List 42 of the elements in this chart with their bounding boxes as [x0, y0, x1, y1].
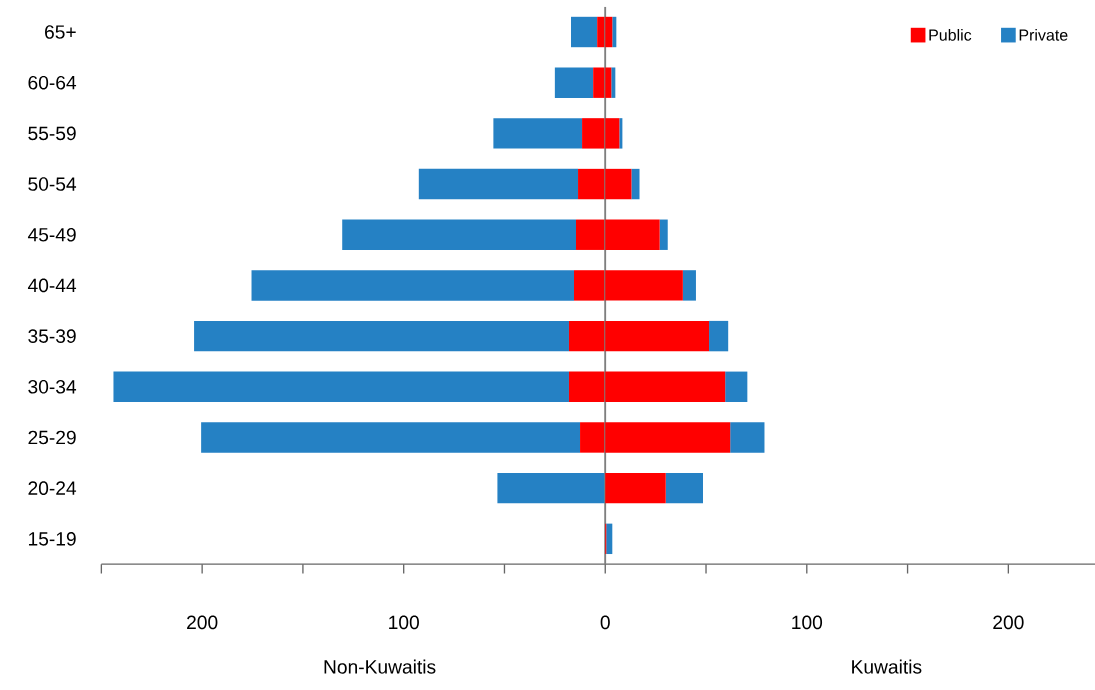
x-tick-label: 100 — [389, 615, 419, 630]
y-tick-label: 25-29 — [28, 430, 76, 445]
y-tick-label: 55-59 — [28, 126, 76, 141]
bar — [659, 219, 668, 251]
bar — [709, 321, 729, 352]
x-tick-label: 0 — [600, 615, 610, 630]
y-tick-label: 65+ — [45, 25, 76, 40]
y-tick-label: 15-19 — [28, 532, 76, 546]
x-tick-label: 200 — [187, 615, 218, 630]
y-tick-label: 60-64 — [28, 76, 77, 90]
bar — [682, 270, 696, 301]
bar — [611, 67, 616, 99]
bar — [730, 422, 765, 453]
x-tick-label: 200 — [993, 615, 1024, 630]
bar — [665, 473, 703, 504]
bar — [605, 473, 666, 504]
bar — [612, 17, 617, 48]
bar — [631, 169, 640, 200]
bar — [194, 321, 569, 352]
y-tick-label: 35-39 — [28, 329, 76, 344]
legend-label: Private — [1019, 29, 1068, 41]
bar — [418, 169, 579, 200]
y-tick-label: 30-34 — [28, 380, 77, 394]
x-tick-label: 100 — [792, 615, 823, 630]
bar — [493, 118, 583, 149]
text: Non-Kuwaitis — [324, 659, 436, 674]
bar — [554, 67, 594, 99]
bar — [497, 473, 606, 504]
y-tick-label: 40-44 — [27, 278, 77, 293]
bar — [113, 371, 569, 403]
bar — [725, 371, 748, 403]
bar — [570, 17, 598, 48]
bar — [342, 219, 577, 251]
bar — [619, 118, 623, 149]
bar — [251, 270, 574, 301]
y-tick-label: 45-49 — [27, 228, 76, 242]
bar — [201, 422, 581, 453]
legend-label: Public — [929, 29, 972, 41]
bar — [606, 523, 613, 555]
text: Kuwaitis — [852, 659, 922, 674]
y-tick-label: 20-24 — [28, 481, 77, 496]
y-tick-label: 50-54 — [28, 177, 77, 192]
